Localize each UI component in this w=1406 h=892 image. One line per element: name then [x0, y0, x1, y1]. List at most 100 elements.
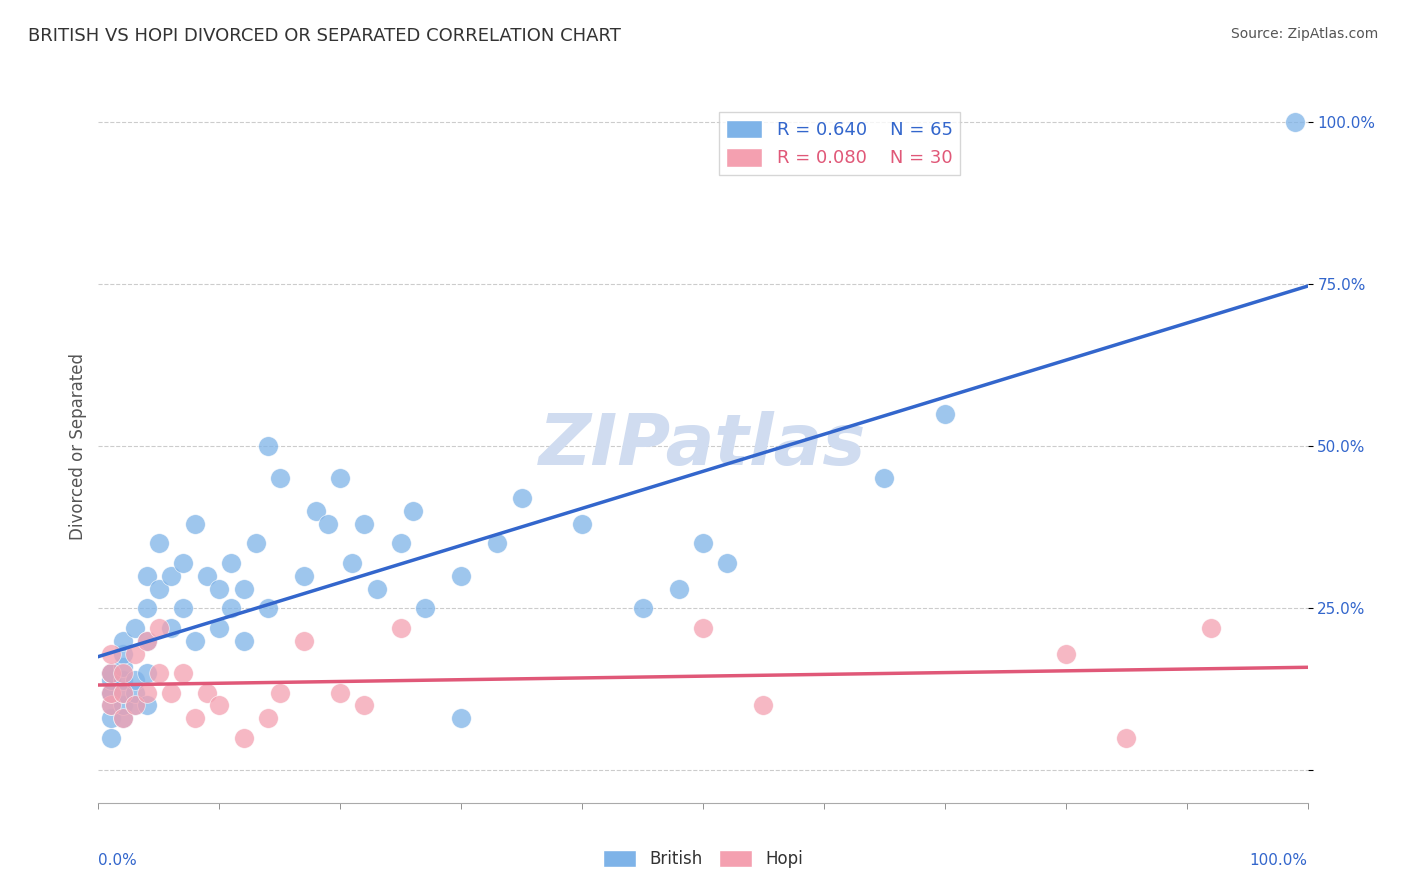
Point [124, 698, 146, 713]
Point [873, 471, 896, 485]
Point [124, 673, 146, 687]
Point [195, 568, 218, 582]
Point [135, 568, 157, 582]
Point [752, 698, 775, 713]
Point [111, 647, 134, 661]
Point [100, 685, 122, 699]
Point [232, 633, 254, 648]
Point [450, 711, 472, 725]
Point [100, 666, 122, 681]
Point [292, 568, 315, 582]
Point [124, 647, 146, 661]
Point [402, 504, 425, 518]
Legend: R = 0.640    N = 65, R = 0.080    N = 30: R = 0.640 N = 65, R = 0.080 N = 30 [718, 112, 960, 175]
Point [135, 685, 157, 699]
Point [111, 685, 134, 699]
Point [184, 711, 207, 725]
Point [135, 698, 157, 713]
Point [245, 536, 267, 550]
Point [208, 621, 231, 635]
Point [184, 633, 207, 648]
Text: 100.0%: 100.0% [1250, 853, 1308, 868]
Text: BRITISH VS HOPI DIVORCED OR SEPARATED CORRELATION CHART: BRITISH VS HOPI DIVORCED OR SEPARATED CO… [28, 27, 621, 45]
Point [195, 685, 218, 699]
Point [100, 698, 122, 713]
Point [486, 536, 509, 550]
Point [124, 698, 146, 713]
Point [342, 556, 364, 570]
Point [389, 621, 412, 635]
Point [389, 536, 412, 550]
Point [124, 685, 146, 699]
Point [100, 685, 122, 699]
Point [256, 601, 278, 615]
Point [172, 556, 194, 570]
Point [232, 582, 254, 596]
Point [100, 685, 122, 699]
Point [631, 601, 654, 615]
Point [148, 536, 170, 550]
Text: ZIPatlas: ZIPatlas [540, 411, 866, 481]
Point [111, 711, 134, 725]
Point [316, 516, 339, 531]
Legend: British, Hopi: British, Hopi [596, 843, 810, 875]
Point [450, 568, 472, 582]
Point [329, 471, 352, 485]
Y-axis label: Divorced or Separated: Divorced or Separated [69, 352, 87, 540]
Point [135, 633, 157, 648]
Point [100, 711, 122, 725]
Point [692, 621, 714, 635]
Point [366, 582, 388, 596]
Point [1284, 114, 1306, 128]
Point [184, 516, 207, 531]
Point [148, 582, 170, 596]
Point [111, 698, 134, 713]
Point [716, 556, 738, 570]
Point [208, 582, 231, 596]
Point [124, 621, 146, 635]
Point [100, 647, 122, 661]
Point [135, 666, 157, 681]
Point [510, 491, 533, 505]
Point [100, 666, 122, 681]
Point [1054, 647, 1077, 661]
Point [232, 731, 254, 745]
Point [148, 621, 170, 635]
Point [172, 601, 194, 615]
Point [100, 673, 122, 687]
Text: Source: ZipAtlas.com: Source: ZipAtlas.com [1230, 27, 1378, 41]
Point [172, 666, 194, 681]
Point [100, 731, 122, 745]
Point [100, 666, 122, 681]
Point [571, 516, 593, 531]
Point [934, 407, 956, 421]
Point [111, 711, 134, 725]
Point [135, 601, 157, 615]
Point [256, 439, 278, 453]
Point [692, 536, 714, 550]
Point [208, 698, 231, 713]
Point [111, 659, 134, 673]
Point [111, 673, 134, 687]
Point [111, 666, 134, 681]
Point [1115, 731, 1137, 745]
Point [292, 633, 315, 648]
Text: 0.0%: 0.0% [98, 853, 138, 868]
Point [160, 621, 183, 635]
Point [1199, 621, 1222, 635]
Point [160, 685, 183, 699]
Point [221, 601, 243, 615]
Point [413, 601, 436, 615]
Point [269, 471, 291, 485]
Point [148, 666, 170, 681]
Point [305, 504, 328, 518]
Point [256, 711, 278, 725]
Point [668, 582, 690, 596]
Point [353, 516, 375, 531]
Point [100, 698, 122, 713]
Point [329, 685, 352, 699]
Point [269, 685, 291, 699]
Point [221, 556, 243, 570]
Point [160, 568, 183, 582]
Point [135, 633, 157, 648]
